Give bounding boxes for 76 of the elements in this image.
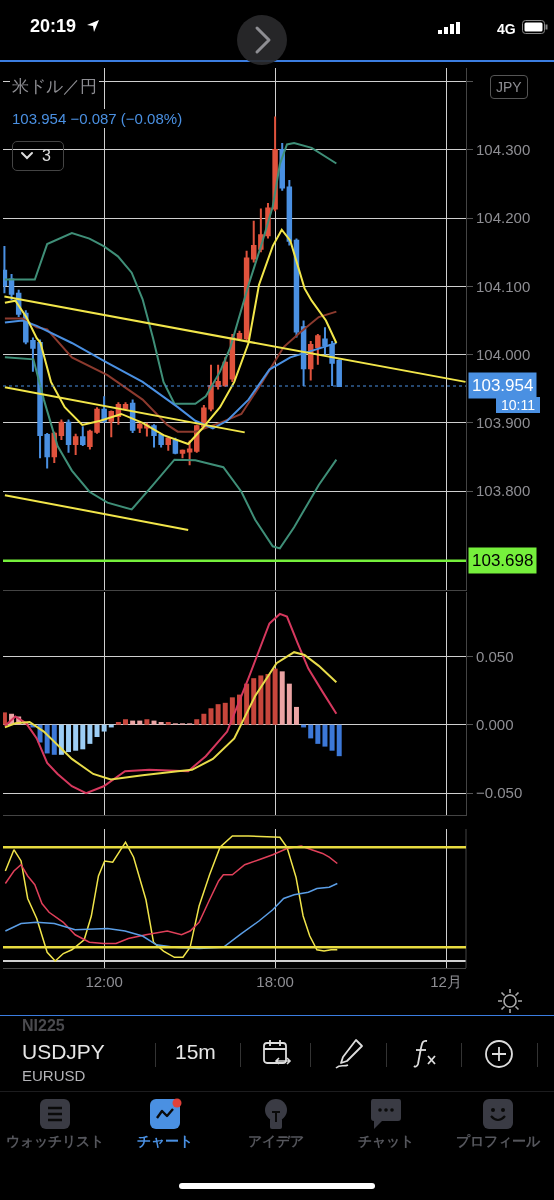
bar bbox=[336, 724, 342, 757]
candlestick bbox=[286, 178, 293, 247]
bar bbox=[315, 724, 321, 744]
y-tick-label: 103.900 bbox=[476, 414, 531, 432]
annotation: 103.954 −0.087 (−0.08%) bbox=[10, 109, 185, 128]
text: JPY bbox=[490, 75, 528, 99]
candlestick bbox=[58, 418, 65, 441]
y-tick-label: 103.800 bbox=[476, 482, 531, 500]
x-tick-label: 12:00 bbox=[85, 973, 123, 990]
text: 4G bbox=[497, 21, 516, 37]
candlestick bbox=[3, 245, 8, 295]
text: USDJPY bbox=[22, 1040, 105, 1063]
x-tick-label: 12月 bbox=[430, 973, 462, 990]
candlestick bbox=[80, 425, 86, 448]
bar bbox=[279, 671, 285, 725]
ref-line-label: 103.698 bbox=[472, 551, 534, 570]
bar bbox=[308, 724, 314, 739]
ref-line-label: 103.954 bbox=[472, 376, 534, 395]
candlestick bbox=[65, 418, 72, 454]
candlestick bbox=[72, 432, 79, 456]
x-tick-label: 18:00 bbox=[256, 973, 294, 990]
text: チャート bbox=[137, 1133, 193, 1149]
bar bbox=[194, 719, 200, 725]
text: ウォッチリスト bbox=[6, 1133, 104, 1149]
bar bbox=[73, 724, 79, 751]
text: プロフィール bbox=[456, 1133, 540, 1149]
bar bbox=[286, 683, 292, 725]
text: チャット bbox=[358, 1133, 414, 1149]
candlestick bbox=[108, 409, 115, 439]
bar bbox=[137, 720, 143, 725]
text: アイデア bbox=[248, 1133, 304, 1149]
bar bbox=[3, 712, 7, 725]
y-tick-label: 0.000 bbox=[476, 715, 514, 733]
bar bbox=[215, 704, 221, 725]
y-tick-label: −0.050 bbox=[476, 784, 523, 802]
text: NI225 bbox=[22, 1017, 65, 1034]
bar bbox=[151, 720, 157, 725]
bar bbox=[293, 706, 299, 725]
y-tick-label: 104.000 bbox=[476, 345, 531, 363]
candlestick bbox=[179, 448, 186, 460]
bar bbox=[123, 719, 129, 725]
y-tick-label: 104.100 bbox=[476, 277, 531, 295]
bar bbox=[222, 702, 228, 725]
bar bbox=[94, 724, 100, 738]
bar bbox=[265, 674, 271, 725]
annotation: 米ドル／円 bbox=[10, 76, 99, 97]
bar bbox=[58, 724, 64, 755]
y-tick-label: 0.050 bbox=[476, 647, 514, 665]
bar bbox=[272, 668, 278, 725]
bar bbox=[87, 724, 93, 744]
bar bbox=[66, 724, 72, 753]
bar bbox=[258, 675, 264, 725]
bar bbox=[115, 721, 121, 725]
bar bbox=[201, 713, 207, 725]
bar bbox=[130, 720, 136, 725]
text: EURUSD bbox=[22, 1067, 86, 1084]
y-tick-label: 104.200 bbox=[476, 209, 531, 227]
bar bbox=[165, 721, 171, 725]
candlestick bbox=[250, 219, 257, 264]
bar bbox=[158, 721, 164, 725]
bar bbox=[329, 724, 335, 751]
text: 20:19 bbox=[30, 16, 77, 36]
bar bbox=[101, 724, 107, 732]
bar bbox=[80, 724, 86, 750]
candlestick bbox=[322, 326, 328, 356]
bar bbox=[144, 719, 150, 725]
candlestick bbox=[165, 436, 171, 452]
text: 15m bbox=[175, 1040, 216, 1063]
bar bbox=[322, 724, 328, 747]
bar bbox=[51, 724, 57, 755]
candlestick bbox=[315, 333, 321, 366]
bar bbox=[251, 678, 257, 725]
text: 10:11 bbox=[496, 397, 540, 413]
annotation: 3 bbox=[42, 147, 51, 164]
y-tick-label: 104.300 bbox=[476, 141, 531, 159]
candlestick bbox=[101, 395, 107, 424]
